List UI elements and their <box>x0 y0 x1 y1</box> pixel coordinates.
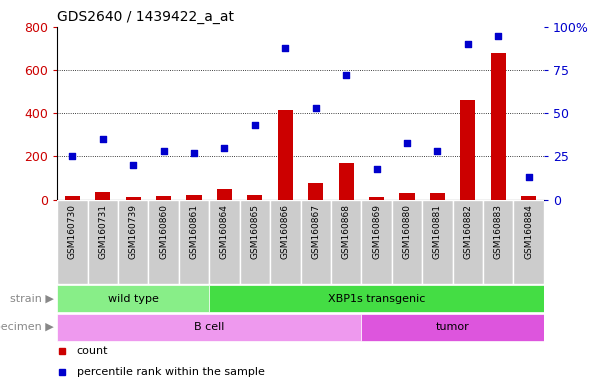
Bar <box>179 200 209 284</box>
Bar <box>88 200 118 284</box>
Bar <box>308 184 323 200</box>
Text: GSM160882: GSM160882 <box>463 204 472 259</box>
Text: GSM160861: GSM160861 <box>189 204 198 259</box>
Bar <box>209 200 240 284</box>
Bar <box>453 200 483 284</box>
Text: GSM160866: GSM160866 <box>281 204 290 259</box>
Text: GSM160884: GSM160884 <box>524 204 533 259</box>
Bar <box>118 200 148 284</box>
Text: GSM160881: GSM160881 <box>433 204 442 259</box>
Bar <box>209 285 544 313</box>
Bar <box>483 200 513 284</box>
Point <box>311 105 320 111</box>
Bar <box>57 285 209 313</box>
Point <box>493 33 503 39</box>
Text: GSM160865: GSM160865 <box>251 204 260 259</box>
Bar <box>156 196 171 200</box>
Point <box>341 72 351 78</box>
Point <box>433 148 442 154</box>
Bar <box>57 313 361 341</box>
Text: GSM160868: GSM160868 <box>341 204 350 259</box>
Text: count: count <box>76 346 108 356</box>
Bar <box>300 200 331 284</box>
Point <box>372 166 382 172</box>
Bar <box>392 200 422 284</box>
Text: GSM160864: GSM160864 <box>220 204 229 259</box>
Bar <box>331 200 361 284</box>
Point <box>463 41 472 47</box>
Bar <box>126 197 141 200</box>
Text: GSM160867: GSM160867 <box>311 204 320 259</box>
Text: GSM160869: GSM160869 <box>372 204 381 259</box>
Bar <box>148 200 179 284</box>
Text: GSM160731: GSM160731 <box>98 204 107 259</box>
Point <box>67 154 77 160</box>
Text: GSM160883: GSM160883 <box>494 204 503 259</box>
Text: GSM160860: GSM160860 <box>159 204 168 259</box>
Text: specimen ▶: specimen ▶ <box>0 322 54 333</box>
Bar <box>361 200 392 284</box>
Point <box>250 122 260 128</box>
Point <box>524 174 534 180</box>
Text: GSM160880: GSM160880 <box>403 204 412 259</box>
Bar <box>65 197 80 200</box>
Bar <box>240 200 270 284</box>
Bar <box>270 200 300 284</box>
Bar <box>278 110 293 200</box>
Point <box>219 145 229 151</box>
Bar <box>422 200 453 284</box>
Text: GSM160730: GSM160730 <box>68 204 77 259</box>
Point <box>159 148 168 154</box>
Bar <box>338 163 354 200</box>
Point <box>129 162 138 168</box>
Bar <box>95 192 111 200</box>
Text: strain ▶: strain ▶ <box>10 293 54 304</box>
Bar <box>361 313 544 341</box>
Text: percentile rank within the sample: percentile rank within the sample <box>76 367 264 377</box>
Point <box>189 150 199 156</box>
Bar <box>490 53 506 200</box>
Point <box>402 140 412 146</box>
Bar <box>430 193 445 200</box>
Bar <box>186 195 201 200</box>
Text: wild type: wild type <box>108 293 159 304</box>
Text: GDS2640 / 1439422_a_at: GDS2640 / 1439422_a_at <box>57 10 234 25</box>
Bar <box>521 197 536 200</box>
Bar <box>460 100 475 200</box>
Text: GSM160739: GSM160739 <box>129 204 138 259</box>
Bar <box>247 195 263 200</box>
Bar <box>369 197 384 200</box>
Bar <box>400 193 415 200</box>
Bar <box>57 200 88 284</box>
Point <box>281 45 290 51</box>
Text: B cell: B cell <box>194 322 224 333</box>
Text: XBP1s transgenic: XBP1s transgenic <box>328 293 426 304</box>
Text: tumor: tumor <box>436 322 469 333</box>
Bar <box>513 200 544 284</box>
Point <box>98 136 108 142</box>
Bar <box>217 189 232 200</box>
